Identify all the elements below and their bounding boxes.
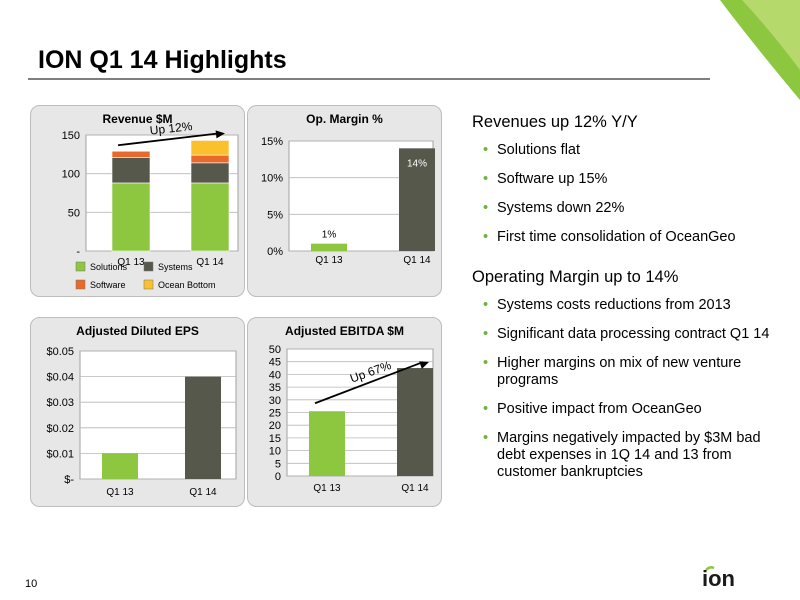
ion-logo: ion [702,566,735,590]
title-rule [28,78,710,80]
bullet-dot-icon: • [483,229,489,245]
data-label: 14% [407,158,427,169]
y-tick-label: 5% [267,209,283,221]
chart-title: Adjusted EBITDA $M [285,324,404,338]
x-tick-label: Q1 14 [403,255,431,266]
arrow-head-icon [215,130,225,139]
bullet-item: • Software up 15% [483,171,608,187]
y-tick-label: $- [64,474,74,486]
y-tick-label: 30 [269,395,281,407]
x-tick-label: Q1 13 [313,483,341,494]
y-tick-label: 50 [269,344,281,356]
y-tick-label: 40 [269,369,281,381]
bar-segment [190,154,230,164]
y-tick-label: $0.04 [46,372,74,384]
bullet-item: • Significant data processing contract Q1… [483,326,770,342]
y-tick-label: 50 [68,207,80,219]
bar-segment [111,150,151,158]
bar [399,148,435,251]
bar [309,411,345,476]
x-tick-label: Q1 14 [401,483,429,494]
y-tick-label: 35 [269,382,281,394]
bar-segment [111,157,151,184]
bullet-dot-icon: • [483,401,489,417]
y-tick-label: 0% [267,246,283,258]
bar [397,368,433,476]
bar-segment [190,162,230,184]
y-tick-label: - [76,246,80,258]
highlights-text: Revenues up 12% Y/Y • Solutions flat • Sof… [472,113,792,493]
bullet-item: • Positive impact from OceanGeo [483,401,702,417]
trend-arrow-line [314,361,424,405]
legend-swatch [143,261,154,272]
chart-title: Adjusted Diluted EPS [76,324,199,338]
y-tick-label: $0.05 [46,346,74,358]
bullet-item: • Higher margins on mix of new venture pr… [483,355,742,388]
bullet-item: • Systems costs reductions from 2013 [483,297,731,313]
bullet-item: • Solutions flat [483,142,581,158]
slide-title: ION Q1 14 Highlights [38,46,287,74]
y-tick-label: $0.01 [46,448,74,460]
bar [311,243,347,251]
y-tick-label: $0.02 [46,423,74,435]
legend-label: Solutions [90,262,128,272]
legend-label: Ocean Bottom [158,280,216,290]
y-tick-label: 5 [275,458,281,470]
y-tick-label: 15 [269,433,281,445]
bar-segment [111,182,151,252]
revenue-chart: Revenue $M 150 100 50 - Q1 13 Q1 14 Up 12% Solut… [30,105,245,297]
y-tick-label: 45 [269,357,281,369]
y-tick-label: 15% [261,136,283,148]
y-tick-label: 10 [269,446,281,458]
annotation-label: Up 12% [149,119,193,138]
bullet-item: • Systems down 22% [483,200,625,216]
y-tick-label: $0.03 [46,397,74,409]
y-tick-label: 25 [269,408,281,420]
y-tick-label: 100 [62,169,80,181]
y-tick-label: 150 [62,130,80,142]
legend-label: Software [90,280,126,290]
bullet-dot-icon: • [483,355,489,371]
y-tick-label: 20 [269,420,281,432]
legend-swatch [143,279,154,290]
bullet-item: • First time consolidation of OceanGeo [483,229,736,245]
x-tick-label: Q1 14 [196,257,224,268]
trend-arrow-line [117,132,220,147]
arrow-head-icon [419,361,429,369]
legend-swatch [75,279,86,290]
chart-title: Op. Margin % [306,112,383,126]
data-label: 1% [322,230,337,241]
bar [102,453,138,479]
y-tick-label: 0 [275,471,281,483]
op-margin-chart: Op. Margin % 15% 10% 5% 0% 1% Q1 13 14% Q1 14 [247,105,442,297]
bullet-dot-icon: • [483,326,489,342]
bullet-dot-icon: • [483,171,489,187]
ebitda-chart: Adjusted EBITDA $M 50 45 40 35 30 25 20 15 10 5 0 Q1… [247,317,442,507]
page-number: 10 [25,578,38,590]
bullet-dot-icon: • [483,430,489,446]
bullet-item: • Margins negatively impacted by $3M bad … [483,430,761,480]
revenue-heading: Revenues up 12% Y/Y [472,113,638,131]
margin-heading: Operating Margin up to 14% [472,268,679,286]
bar-segment [190,182,230,252]
y-tick-label: 10% [261,173,283,185]
chart-title: Revenue $M [102,112,172,126]
x-tick-label: Q1 13 [315,255,343,266]
bar-segment [190,140,230,156]
bullet-dot-icon: • [483,142,489,158]
corner-accent [720,0,800,100]
legend-swatch [75,261,86,272]
bullet-dot-icon: • [483,297,489,313]
x-tick-label: Q1 13 [106,487,134,498]
bullet-dot-icon: • [483,200,489,216]
bar [185,376,221,479]
eps-chart: Adjusted Diluted EPS $0.05 $0.04 $0.03 $0.02… [30,317,245,507]
x-tick-label: Q1 14 [189,487,217,498]
x-tick-label: Q1 13 [117,257,145,268]
legend-label: Systems [158,262,193,272]
